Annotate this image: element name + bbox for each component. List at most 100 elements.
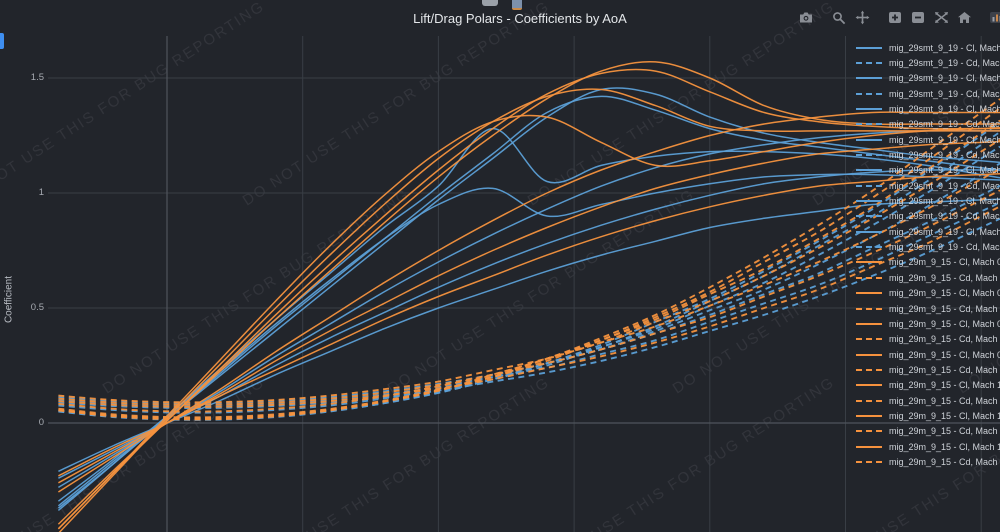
legend-line-sample <box>856 77 882 80</box>
series-line <box>58 140 1000 484</box>
legend-line-sample <box>856 307 882 310</box>
legend-line-sample <box>856 46 882 49</box>
legend-line-sample <box>856 445 882 448</box>
legend-item-label: mig_29smt_9_19 - Cd, Mach 0.6 <box>889 119 1000 130</box>
legend: mig_29smt_9_19 - Cl, Mach 0 mig_29smt_9_1… <box>856 40 1000 470</box>
legend-item[interactable]: mig_29m_9_15 - Cl, Mach 0 <box>856 255 1000 270</box>
legend-item-label: mig_29m_9_15 - Cd, Mach 1.8 <box>889 456 1000 467</box>
legend-item-label: mig_29smt_9_19 - Cd, Mach 0.9 <box>889 150 1000 161</box>
series-line <box>58 198 1000 472</box>
legend-item[interactable]: mig_29m_9_15 - Cl, Mach 0.3 <box>856 286 1000 301</box>
legend-item[interactable]: mig_29smt_9_19 - Cl, Mach 0 <box>856 40 1000 55</box>
zoom-out-icon[interactable] <box>909 10 927 25</box>
legend-item[interactable]: mig_29smt_9_19 - Cl, Mach 0.6 <box>856 101 1000 116</box>
legend-item-label: mig_29smt_9_19 - Cd, Mach 1.8 <box>889 242 1000 253</box>
legend-line-sample <box>856 430 882 433</box>
legend-item[interactable]: mig_29smt_9_19 - Cd, Mach 0.3 <box>856 86 1000 101</box>
legend-line-sample <box>856 92 882 95</box>
legend-item[interactable]: mig_29smt_9_19 - Cd, Mach 1.8 <box>856 239 1000 254</box>
legend-item-label: mig_29smt_9_19 - Cd, Mach 1.5 <box>889 211 1000 222</box>
series-line <box>57 95 1000 509</box>
series-line <box>58 119 1000 419</box>
zoom-icon[interactable] <box>830 10 848 25</box>
legend-item[interactable]: mig_29smt_9_19 - Cl, Mach 0.9 <box>856 132 1000 147</box>
legend-item[interactable]: mig_29smt_9_19 - Cd, Mach 0.9 <box>856 147 1000 162</box>
cropped-cursor-icon[interactable] <box>512 0 522 10</box>
legend-item[interactable]: mig_29m_9_15 - Cd, Mach 1.2 <box>856 393 1000 408</box>
legend-item[interactable]: mig_29m_9_15 - Cl, Mach 0.9 <box>856 347 1000 362</box>
legend-item-label: mig_29m_9_15 - Cl, Mach 1.5 <box>889 410 1000 421</box>
legend-item[interactable]: mig_29smt_9_19 - Cd, Mach 0.6 <box>856 117 1000 132</box>
legend-line-sample <box>856 200 882 203</box>
chart-title: Lift/Drag Polars - Coefficients by AoA <box>413 11 627 26</box>
legend-item-label: mig_29m_9_15 - Cl, Mach 0.6 <box>889 318 1000 329</box>
legend-line-sample <box>856 261 882 264</box>
legend-item[interactable]: mig_29m_9_15 - Cd, Mach 0 <box>856 270 1000 285</box>
legend-item-label: mig_29m_9_15 - Cd, Mach 0 <box>889 272 1000 283</box>
legend-item[interactable]: mig_29smt_9_19 - Cl, Mach 1.2 <box>856 163 1000 178</box>
legend-item-label: mig_29m_9_15 - Cd, Mach 1.5 <box>889 426 1000 437</box>
pan-icon[interactable] <box>853 10 871 25</box>
legend-item[interactable]: mig_29smt_9_19 - Cl, Mach 1.8 <box>856 224 1000 239</box>
legend-line-sample <box>856 276 882 279</box>
legend-item[interactable]: mig_29m_9_15 - Cd, Mach 0.6 <box>856 332 1000 347</box>
series-line <box>57 114 1000 530</box>
legend-item-label: mig_29smt_9_19 - Cd, Mach 1.2 <box>889 180 1000 191</box>
legend-line-sample <box>856 292 882 295</box>
legend-item-label: mig_29m_9_15 - Cl, Mach 0 <box>889 257 1000 268</box>
legend-item[interactable]: mig_29m_9_15 - Cl, Mach 1.5 <box>856 408 1000 423</box>
legend-item-label: mig_29smt_9_19 - Cd, Mach 0 <box>889 58 1000 69</box>
legend-item-label: mig_29smt_9_19 - Cl, Mach 1.8 <box>889 226 1000 237</box>
legend-line-sample <box>856 338 882 341</box>
legend-item[interactable]: mig_29m_9_15 - Cd, Mach 0.3 <box>856 301 1000 316</box>
legend-item-label: mig_29smt_9_19 - Cl, Mach 1.5 <box>889 196 1000 207</box>
legend-item-label: mig_29m_9_15 - Cl, Mach 1.2 <box>889 380 1000 391</box>
legend-item-label: mig_29smt_9_19 - Cl, Mach 0.3 <box>889 73 1000 84</box>
legend-item[interactable]: mig_29m_9_15 - Cl, Mach 0.6 <box>856 316 1000 331</box>
legend-item[interactable]: mig_29smt_9_19 - Cl, Mach 0.3 <box>856 71 1000 86</box>
legend-item-label: mig_29smt_9_19 - Cl, Mach 0.6 <box>889 104 1000 115</box>
series-line <box>58 217 1000 409</box>
legend-line-sample <box>856 322 882 325</box>
legend-item[interactable]: mig_29smt_9_19 - Cd, Mach 0 <box>856 55 1000 70</box>
legend-line-sample <box>856 414 882 417</box>
legend-item[interactable]: mig_29m_9_15 - Cl, Mach 1.2 <box>856 378 1000 393</box>
legend-line-sample <box>856 460 882 463</box>
legend-item-label: mig_29m_9_15 - Cd, Mach 0.3 <box>889 303 1000 314</box>
series-line <box>58 111 1000 493</box>
legend-line-sample <box>856 384 882 387</box>
y-tick-0: 0 <box>38 417 44 428</box>
legend-item-label: mig_29smt_9_19 - Cl, Mach 1.2 <box>889 165 1000 176</box>
legend-line-sample <box>856 215 882 218</box>
left-edge-indicator[interactable] <box>0 33 4 49</box>
legend-item[interactable]: mig_29m_9_15 - Cl, Mach 1.8 <box>856 439 1000 454</box>
autoscale-icon[interactable] <box>932 10 950 25</box>
plotly-logo-icon[interactable] <box>988 10 1000 25</box>
legend-line-sample <box>856 230 882 233</box>
legend-item[interactable]: mig_29m_9_15 - Cd, Mach 1.8 <box>856 454 1000 469</box>
legend-line-sample <box>856 154 882 157</box>
legend-item[interactable]: mig_29m_9_15 - Cd, Mach 1.5 <box>856 424 1000 439</box>
y-tick-0-5: 0.5 <box>30 302 44 313</box>
legend-item-label: mig_29smt_9_19 - Cd, Mach 0.3 <box>889 88 1000 99</box>
legend-line-sample <box>856 123 882 126</box>
legend-item-label: mig_29m_9_15 - Cl, Mach 1.8 <box>889 441 1000 452</box>
legend-item[interactable]: mig_29smt_9_19 - Cl, Mach 1.5 <box>856 193 1000 208</box>
zoom-in-icon[interactable] <box>886 10 904 25</box>
legend-item[interactable]: mig_29m_9_15 - Cd, Mach 0.9 <box>856 362 1000 377</box>
y-tick-1: 1 <box>38 187 44 198</box>
legend-item-label: mig_29m_9_15 - Cl, Mach 0.3 <box>889 288 1000 299</box>
reset-axes-icon[interactable] <box>955 10 973 25</box>
camera-icon[interactable] <box>797 10 815 25</box>
cropped-toolbar-icon[interactable] <box>482 0 498 6</box>
legend-item[interactable]: mig_29smt_9_19 - Cd, Mach 1.5 <box>856 209 1000 224</box>
y-axis-title: Coefficient <box>3 275 15 324</box>
legend-item-label: mig_29m_9_15 - Cl, Mach 0.9 <box>889 349 1000 360</box>
legend-item[interactable]: mig_29smt_9_19 - Cd, Mach 1.2 <box>856 178 1000 193</box>
legend-item-label: mig_29m_9_15 - Cd, Mach 0.6 <box>889 334 1000 345</box>
series-line <box>58 189 1000 406</box>
legend-line-sample <box>856 353 882 356</box>
legend-item-label: mig_29m_9_15 - Cd, Mach 0.9 <box>889 364 1000 375</box>
